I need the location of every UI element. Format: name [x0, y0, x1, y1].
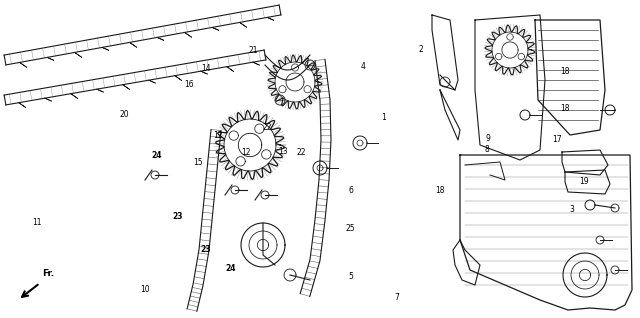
Text: 21: 21 — [248, 46, 257, 55]
Text: 24: 24 — [152, 151, 162, 160]
Text: 2: 2 — [419, 45, 424, 54]
Text: 12: 12 — [214, 131, 223, 140]
Text: 22: 22 — [263, 123, 272, 132]
Text: 7: 7 — [394, 293, 399, 302]
Text: 5: 5 — [348, 272, 353, 281]
Text: 22: 22 — [296, 148, 305, 157]
Text: 24: 24 — [225, 264, 236, 273]
Text: 18: 18 — [560, 104, 569, 113]
Text: 10: 10 — [140, 285, 150, 294]
Text: 9: 9 — [485, 134, 490, 143]
Text: 18: 18 — [560, 67, 569, 76]
Text: 6: 6 — [348, 186, 353, 195]
Text: Fr.: Fr. — [42, 269, 54, 278]
Text: 23: 23 — [173, 212, 183, 221]
Text: 19: 19 — [579, 177, 589, 186]
Text: 16: 16 — [184, 80, 194, 89]
Text: 12: 12 — [242, 148, 251, 157]
Text: 4: 4 — [361, 62, 366, 71]
Text: 23: 23 — [201, 245, 211, 254]
Text: 3: 3 — [569, 205, 574, 214]
Text: 20: 20 — [120, 110, 130, 119]
Text: 15: 15 — [193, 158, 204, 167]
Text: 8: 8 — [484, 145, 489, 154]
Text: 17: 17 — [552, 135, 562, 144]
Text: 1: 1 — [381, 113, 387, 122]
Text: 25: 25 — [346, 225, 356, 233]
Text: 18: 18 — [436, 186, 445, 195]
Text: 14: 14 — [201, 64, 211, 73]
Text: 11: 11 — [33, 218, 42, 227]
Text: 13: 13 — [278, 147, 288, 156]
